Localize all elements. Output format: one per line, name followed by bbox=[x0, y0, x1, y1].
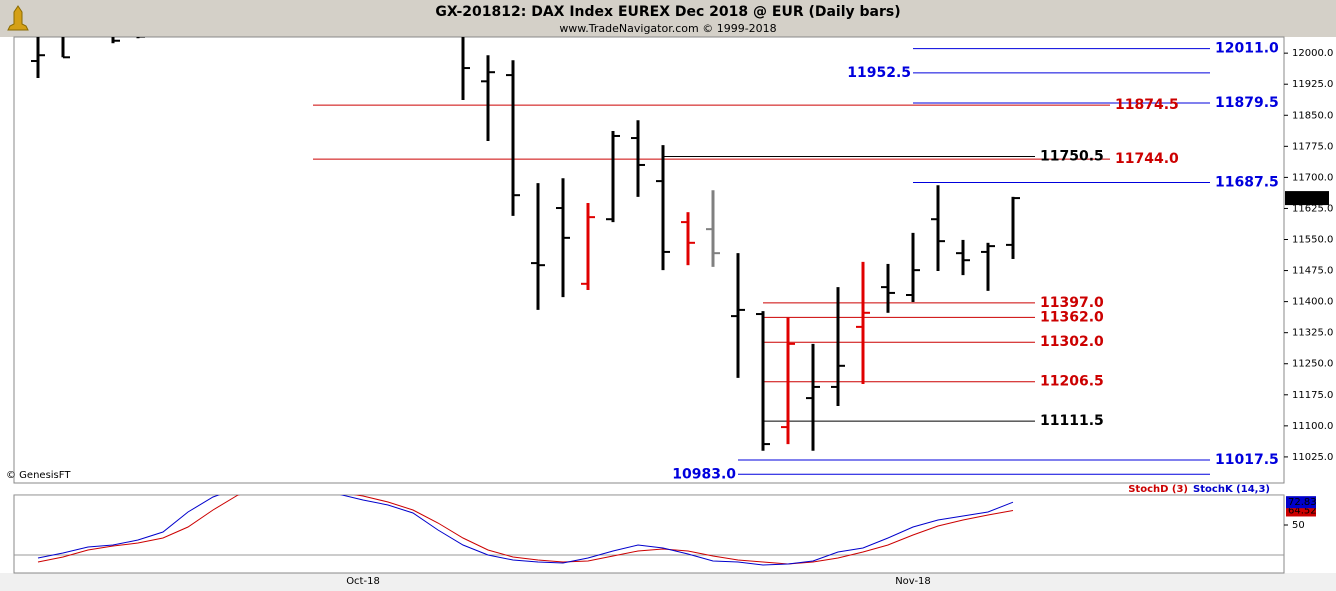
stoch-plot bbox=[14, 495, 1284, 566]
level-label: 11687.5 bbox=[1215, 175, 1279, 191]
y-tick-label: 11100.0 bbox=[1292, 421, 1333, 432]
last-value-box bbox=[1286, 496, 1316, 509]
overlay: 12000.0 11925.0 11850.0 11775.0 11700.0 11625… bbox=[346, 41, 1333, 587]
y-tick-label: 11025.0 bbox=[1292, 452, 1333, 463]
level-label: 11750.5 bbox=[1040, 148, 1104, 164]
y-tick-label: 11175.0 bbox=[1292, 390, 1333, 401]
chart-title: GX-201812: DAX Index EUREX Dec 2018 @ EU… bbox=[435, 4, 900, 20]
y-axis-area bbox=[1284, 37, 1336, 573]
logo bbox=[7, 5, 29, 31]
stoch-line bbox=[37, 495, 1014, 565]
level-label: 11362.0 bbox=[1040, 309, 1104, 325]
chart-subtitle: www.TradeNavigator.com © 1999-2018 bbox=[559, 22, 776, 35]
y-tick-label: 11475.0 bbox=[1292, 266, 1333, 277]
level-label: 11879.5 bbox=[1215, 95, 1279, 111]
level-label: 12011.0 bbox=[1215, 41, 1279, 57]
x-tick-label: Oct-18 bbox=[346, 576, 380, 587]
last-value-box bbox=[1286, 504, 1316, 517]
y-tick-label: 50 bbox=[1292, 520, 1305, 531]
last-price-label: 11650.0 bbox=[1287, 193, 1328, 204]
x-tick-label: Nov-18 bbox=[895, 576, 931, 587]
level-label: 11397.0 bbox=[1040, 295, 1104, 311]
level-label: 10983.0 bbox=[672, 466, 736, 482]
y-tick-label: 11400.0 bbox=[1292, 297, 1333, 308]
y-tick-label: 11775.0 bbox=[1292, 141, 1333, 152]
y-tick-label: 11325.0 bbox=[1292, 328, 1333, 339]
level-label: 11744.0 bbox=[1115, 151, 1179, 167]
legend-entry: StochD (3) bbox=[1128, 484, 1188, 495]
level-label: 11111.5 bbox=[1040, 413, 1104, 429]
y-tick-label: 11250.0 bbox=[1292, 359, 1333, 370]
price-plot bbox=[31, 37, 1210, 475]
y-tick-label: 11550.0 bbox=[1292, 235, 1333, 246]
level-label: 11017.5 bbox=[1215, 452, 1279, 468]
level-label: 11952.5 bbox=[847, 65, 911, 81]
stoch-frame bbox=[13, 494, 1285, 574]
last-price-box bbox=[1285, 191, 1329, 206]
level-label: 11302.0 bbox=[1040, 334, 1104, 350]
y-tick-label: 11700.0 bbox=[1292, 172, 1333, 183]
x-axis-area bbox=[0, 573, 1336, 591]
y-tick-label: 11625.0 bbox=[1292, 203, 1333, 214]
y-tick-label: 11850.0 bbox=[1292, 110, 1333, 121]
y-tick-label: 11925.0 bbox=[1292, 79, 1333, 90]
y-tick-label: 12000.0 bbox=[1292, 48, 1333, 59]
main-frame bbox=[13, 36, 1285, 484]
level-label: 11874.5 bbox=[1115, 97, 1179, 113]
level-label: 11206.5 bbox=[1040, 374, 1104, 390]
last-value-label: 64.52 bbox=[1288, 505, 1317, 516]
stoch-line bbox=[37, 495, 1014, 566]
title-bar bbox=[0, 0, 1336, 37]
last-value-label: 72.83 bbox=[1288, 497, 1317, 508]
legend-entry: StochK (14,3) bbox=[1193, 484, 1270, 495]
credit: © GenesisFT bbox=[6, 470, 71, 481]
